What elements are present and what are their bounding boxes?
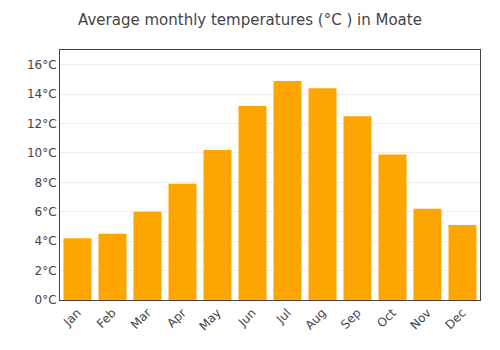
svg-text:8°C: 8°C — [35, 176, 57, 190]
svg-text:Oct: Oct — [374, 306, 399, 331]
svg-text:4°C: 4°C — [35, 234, 57, 248]
svg-text:16°C: 16°C — [27, 58, 57, 72]
svg-text:Jan: Jan — [60, 306, 84, 330]
svg-text:Sep: Sep — [338, 306, 364, 332]
svg-text:May: May — [196, 306, 223, 333]
svg-text:6°C: 6°C — [35, 205, 57, 219]
svg-text:Dec: Dec — [443, 306, 469, 332]
svg-text:14°C: 14°C — [27, 87, 57, 101]
svg-text:Apr: Apr — [164, 306, 189, 331]
svg-text:Mar: Mar — [128, 306, 154, 332]
svg-text:Jun: Jun — [235, 306, 259, 330]
svg-text:Nov: Nov — [407, 306, 433, 332]
svg-text:2°C: 2°C — [35, 264, 57, 278]
svg-text:Jul: Jul — [273, 306, 294, 327]
svg-text:0°C: 0°C — [35, 293, 57, 307]
svg-text:10°C: 10°C — [27, 146, 57, 160]
svg-text:Feb: Feb — [94, 306, 119, 331]
svg-text:Aug: Aug — [302, 306, 328, 332]
svg-text:12°C: 12°C — [27, 117, 57, 131]
svg-text:Average monthly temperatures (: Average monthly temperatures (°C ) in Mo… — [78, 11, 422, 29]
